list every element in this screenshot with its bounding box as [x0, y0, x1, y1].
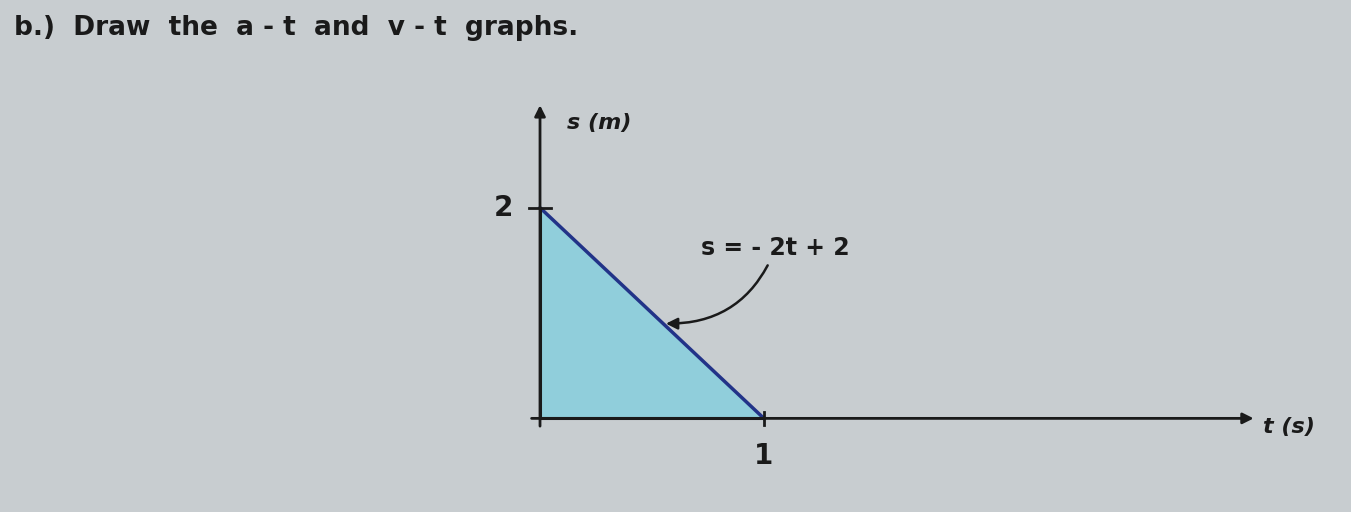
Text: t (s): t (s) — [1263, 417, 1315, 437]
Text: 1: 1 — [754, 441, 774, 470]
Text: s = - 2t + 2: s = - 2t + 2 — [669, 236, 850, 328]
Polygon shape — [540, 208, 763, 418]
Text: s (m): s (m) — [567, 113, 631, 133]
Text: b.)  Draw  the  a - t  and  v - t  graphs.: b.) Draw the a - t and v - t graphs. — [14, 15, 578, 41]
Text: 2: 2 — [493, 194, 513, 222]
